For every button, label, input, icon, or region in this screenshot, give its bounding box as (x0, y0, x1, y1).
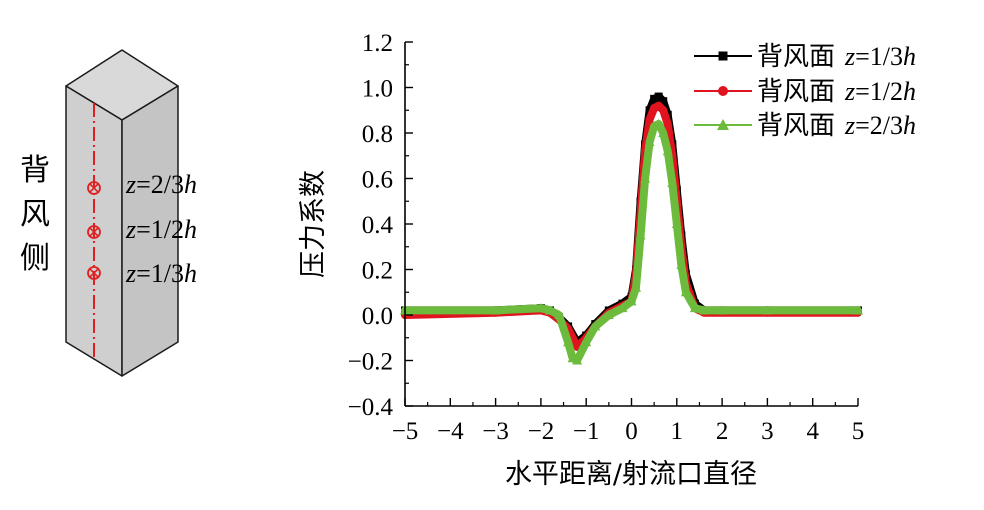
x-tick-label: 3 (761, 418, 774, 445)
legend-circle-marker (718, 86, 728, 96)
series-line-3 (401, 119, 862, 365)
level-label-1-3h: z=1/3h (125, 259, 197, 288)
side-label-char-1: 背 (20, 153, 50, 188)
series-3-point (644, 137, 655, 147)
side-label-char-3: 侧 (20, 241, 50, 276)
y-tick-label: 1.2 (362, 30, 393, 57)
y-tick-label: −0.4 (348, 394, 394, 421)
series-1-point (659, 97, 668, 106)
legend-square-marker (718, 51, 728, 61)
series-2-point (645, 115, 654, 124)
series-3-point (640, 173, 651, 183)
series-layer (400, 92, 863, 365)
series-3-point (662, 146, 673, 156)
legend-label-1-2h: 背风面 z=1/2h (757, 77, 916, 107)
legend-label-1-3h: 背风面 z=1/3h (757, 42, 916, 72)
x-tick-label: 1 (671, 418, 684, 445)
series-3-point (680, 287, 691, 297)
series-3-point (762, 305, 773, 315)
series-3-point (554, 310, 565, 319)
x-tick-label: −5 (392, 418, 419, 445)
series-1-point (654, 92, 663, 101)
series-3-point (603, 310, 614, 319)
y-tick-label: 1.0 (362, 76, 393, 103)
series-3-point (535, 303, 546, 313)
side-label-char-2: 风 (20, 197, 50, 232)
series-3-point (649, 121, 660, 131)
series-3-point (581, 337, 592, 347)
level-label-2-3h: z=2/3h (125, 170, 197, 199)
x-tick-label: −1 (573, 418, 600, 445)
series-3-point (590, 321, 601, 331)
series-3-point (490, 305, 501, 315)
y-tick-label: 0.8 (362, 121, 393, 148)
legend-item-1-3h: 背风面 z=1/3h (694, 42, 916, 72)
building-side-face (121, 85, 179, 377)
y-tick-label: 0.4 (362, 212, 394, 239)
x-axis-title: 水平距离/射流口直径 (505, 459, 757, 490)
x-tick-label: 4 (806, 418, 819, 445)
legend-item-1-2h: 背风面 z=1/2h (694, 77, 916, 107)
y-tick-label: 0.0 (362, 303, 393, 330)
level-label-1-2h: z=1/2h (125, 215, 197, 244)
x-tick-label: −4 (437, 418, 464, 445)
series-3-point (717, 305, 728, 315)
legend-item-2-3h: 背风面 z=2/3h (694, 111, 916, 141)
x-tick-label: −2 (528, 418, 555, 445)
legend-triangle-marker (717, 119, 729, 130)
series-3-point (658, 128, 669, 137)
series-3-point (617, 303, 628, 313)
series-3-point (544, 305, 555, 315)
legend-label-2-3h: 背风面 z=2/3h (757, 111, 916, 141)
series-3-point (689, 303, 700, 313)
x-tick-label: −3 (482, 418, 509, 445)
series-3-point (698, 305, 709, 315)
series-2-point (663, 119, 672, 128)
x-tick-label: 5 (852, 418, 865, 445)
tick-labels: −5 −4 −3 −2 −1 0 1 2 3 4 5 −0.4 −0.2 0.0 0.2 0.4 0.6 0.8 1… (348, 30, 865, 445)
series-3-point (653, 118, 664, 128)
series-2-point (659, 106, 668, 115)
series-3-point (572, 355, 583, 365)
series-3-point (635, 230, 646, 240)
y-tick-label: 0.6 (362, 167, 393, 194)
series-3-point (631, 282, 642, 292)
legend: 背风面 z=1/3h 背风面 z=1/2h 背风面 z=2/3h (694, 42, 916, 141)
x-tick-label: 0 (625, 418, 638, 445)
y-tick-label: −0.2 (348, 349, 393, 376)
pressure-chart: −5 −4 −3 −2 −1 0 1 2 3 4 5 −0.4 −0.2 0.0 0.2 0.4 0.6 0.8 1… (298, 30, 916, 490)
measure-point-1-3h (87, 266, 101, 280)
building-diagram: 背 风 侧 z=2/3h z=1/2h z=1/3h (20, 49, 197, 377)
series-1-point (650, 94, 659, 103)
y-tick-label: 0.2 (362, 258, 393, 285)
series-3-point (676, 259, 687, 269)
measure-point-1-2h (87, 225, 101, 239)
series-3-point (671, 219, 682, 228)
series-3-point (853, 305, 863, 315)
measure-point-2-3h (87, 181, 101, 195)
y-axis-title: 压力系数 (298, 170, 329, 278)
x-tick-label: 2 (716, 418, 729, 445)
series-3-point (563, 337, 574, 347)
series-3-point (667, 178, 678, 188)
series-3-point (626, 296, 637, 306)
